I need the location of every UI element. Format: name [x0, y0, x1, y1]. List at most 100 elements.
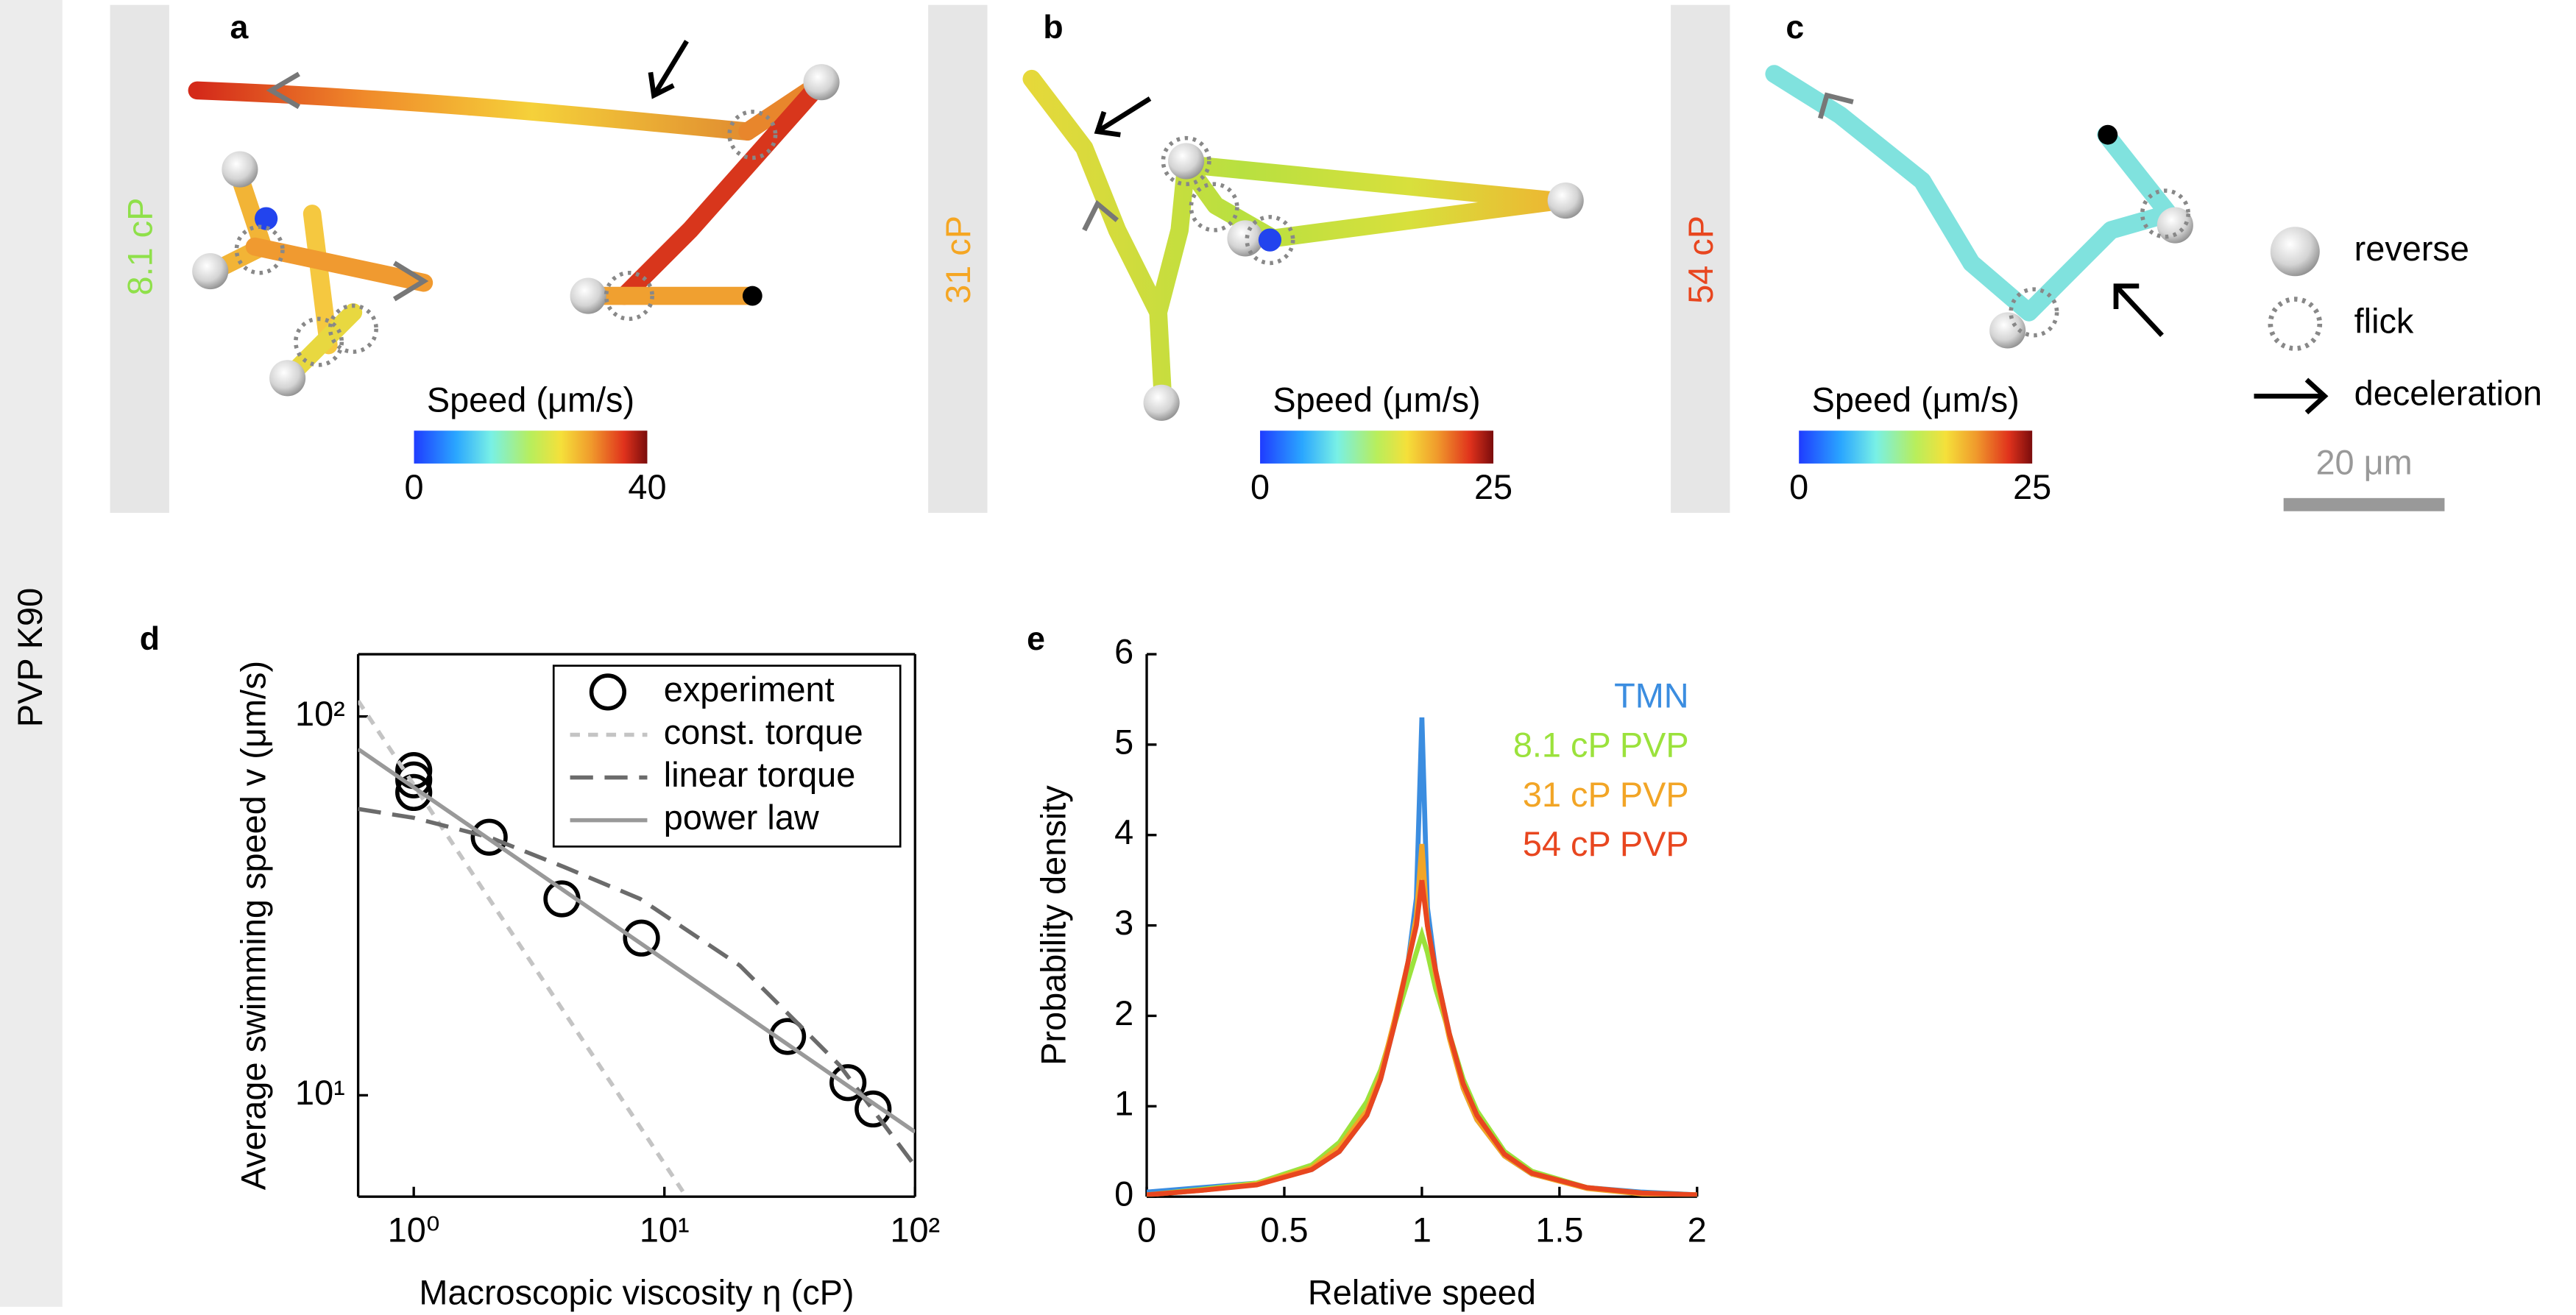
- decel-arrow: [1094, 96, 1152, 138]
- x-tick-label: 10¹: [640, 1211, 690, 1250]
- viscosity-label: 8.1 cP: [121, 198, 160, 296]
- reverse-marker: [1227, 220, 1264, 257]
- x-tick-label: 0: [1137, 1211, 1156, 1250]
- panel-letter: d: [140, 621, 160, 657]
- y-tick-label: 4: [1114, 813, 1133, 851]
- legend-label: 31 cP PVP: [1523, 776, 1689, 814]
- plot-area: [1147, 717, 1697, 1197]
- legend-label: power law: [664, 798, 819, 837]
- series-line: [358, 747, 916, 1134]
- colorbar-tick: 0: [404, 468, 423, 506]
- data-point: [623, 919, 660, 957]
- series-line: [358, 699, 688, 1197]
- panel-letter: b: [1043, 10, 1063, 46]
- legend-label: 54 cP PVP: [1523, 825, 1689, 863]
- y-tick-label: 3: [1114, 904, 1133, 942]
- legend-label: reverse: [2354, 230, 2469, 268]
- x-tick-label: 2: [1688, 1211, 1707, 1250]
- y-tick-label: 5: [1114, 723, 1133, 761]
- colorbar-tick: 25: [1474, 468, 1512, 506]
- scale-bar-label: 20 μm: [2315, 444, 2412, 482]
- direction-arrow: [1817, 92, 1854, 119]
- trajectory: [1022, 69, 1570, 412]
- reverse-marker: [269, 360, 306, 397]
- data-point: [829, 1064, 867, 1102]
- colorbar-tick: 0: [1250, 468, 1270, 506]
- label-strip: [110, 4, 169, 513]
- colorbar-title: Speed (μm/s): [1273, 381, 1480, 419]
- viscosity-label: 54 cP: [1682, 216, 1720, 304]
- reverse-marker: [2156, 207, 2193, 244]
- panel-c: 54 cP c Speed (μm/s) 0 25: [1671, 4, 2193, 513]
- y-axis-label: Probability density: [1035, 785, 1073, 1066]
- colorbar-tick: 0: [1789, 468, 1808, 506]
- slow-point: [254, 207, 278, 230]
- x-tick-label: 10²: [890, 1211, 940, 1250]
- y-tick-label: 2: [1114, 994, 1133, 1032]
- end-point: [742, 286, 762, 306]
- chart-panel: e 0 0.5 1 1.5 2 0 1 2 3 4 5 6 Probability density Rela…: [1027, 621, 1707, 1312]
- panel-letter: a: [230, 10, 249, 46]
- colorbar: [1260, 430, 1494, 464]
- decel-arrow: [648, 40, 689, 99]
- viscosity-label: 31 cP: [939, 216, 977, 304]
- y-axis-label: Average swimming speed v (μm/s): [235, 661, 273, 1190]
- y-tick-label: 0: [1114, 1175, 1133, 1213]
- data-point: [768, 1018, 807, 1055]
- reverse-marker: [1168, 143, 1205, 180]
- legend-label: linear torque: [664, 756, 855, 794]
- reverse-marker: [803, 64, 840, 101]
- reverse-marker: [222, 151, 258, 188]
- direction-arrow: [1082, 199, 1119, 232]
- reverse-marker: [1989, 312, 2026, 349]
- x-axis-label: Relative speed: [1308, 1274, 1536, 1312]
- chart-panel: d 10⁰ 10¹ 10² 10¹ 10² Average swimming speed v…: [140, 621, 940, 1312]
- colorbar: [1799, 430, 2033, 464]
- legend-label: 8.1 cP PVP: [1513, 726, 1689, 765]
- deceleration-icon: [2254, 378, 2329, 415]
- legend-label: const. torque: [664, 713, 863, 751]
- charts: d 10⁰ 10¹ 10² 10¹ 10² Average swimming speed v…: [140, 621, 1707, 1312]
- colorbar: [414, 430, 648, 464]
- y-tick-label: 10¹: [295, 1074, 345, 1112]
- reverse-icon: [2270, 227, 2320, 277]
- data-point: [854, 1090, 892, 1128]
- colorbar-title: Speed (μm/s): [1812, 381, 2020, 419]
- series-line: [358, 807, 916, 1168]
- x-axis-label: Macroscopic viscosity η (cP): [419, 1274, 854, 1312]
- legend-label: deceleration: [2354, 375, 2542, 413]
- reverse-marker: [1547, 182, 1584, 219]
- legend-box: [552, 664, 902, 848]
- y-tick-label: 10²: [295, 695, 345, 733]
- panel-letter: c: [1786, 10, 1804, 46]
- end-point: [2098, 124, 2118, 145]
- data-point: [470, 818, 508, 856]
- reverse-marker: [1143, 384, 1180, 421]
- reverse-marker: [192, 252, 229, 290]
- scale-bar: [2283, 497, 2445, 511]
- direction-arrow: [392, 260, 429, 302]
- series-line: [1147, 926, 1697, 1197]
- series-line: [1147, 879, 1697, 1197]
- panel-letter: e: [1027, 621, 1045, 657]
- panel-a: 8.1 cP a Speed (μm/s) 0 40: [110, 4, 840, 513]
- legend-label: experiment: [664, 670, 835, 709]
- legend-label: flick: [2354, 302, 2414, 340]
- y-tick-label: 1: [1114, 1085, 1133, 1123]
- side-label: PVP K90: [11, 588, 49, 727]
- x-tick-label: 0.5: [1260, 1211, 1308, 1250]
- colorbar-title: Speed (μm/s): [427, 381, 634, 419]
- colorbar-tick: 25: [2013, 468, 2051, 506]
- flick-marker: [1161, 135, 1295, 266]
- legend-marker: [589, 673, 627, 711]
- decel-arrow: [2113, 283, 2164, 337]
- data-point: [395, 773, 433, 812]
- legend-label: TMN: [1614, 677, 1689, 715]
- flick-icon: [2268, 297, 2323, 351]
- flick-marker: [2009, 188, 2191, 338]
- label-strip: [1671, 4, 1730, 513]
- direction-arrow: [266, 71, 300, 110]
- x-tick-label: 1.5: [1535, 1211, 1583, 1250]
- y-tick-label: 6: [1114, 632, 1133, 670]
